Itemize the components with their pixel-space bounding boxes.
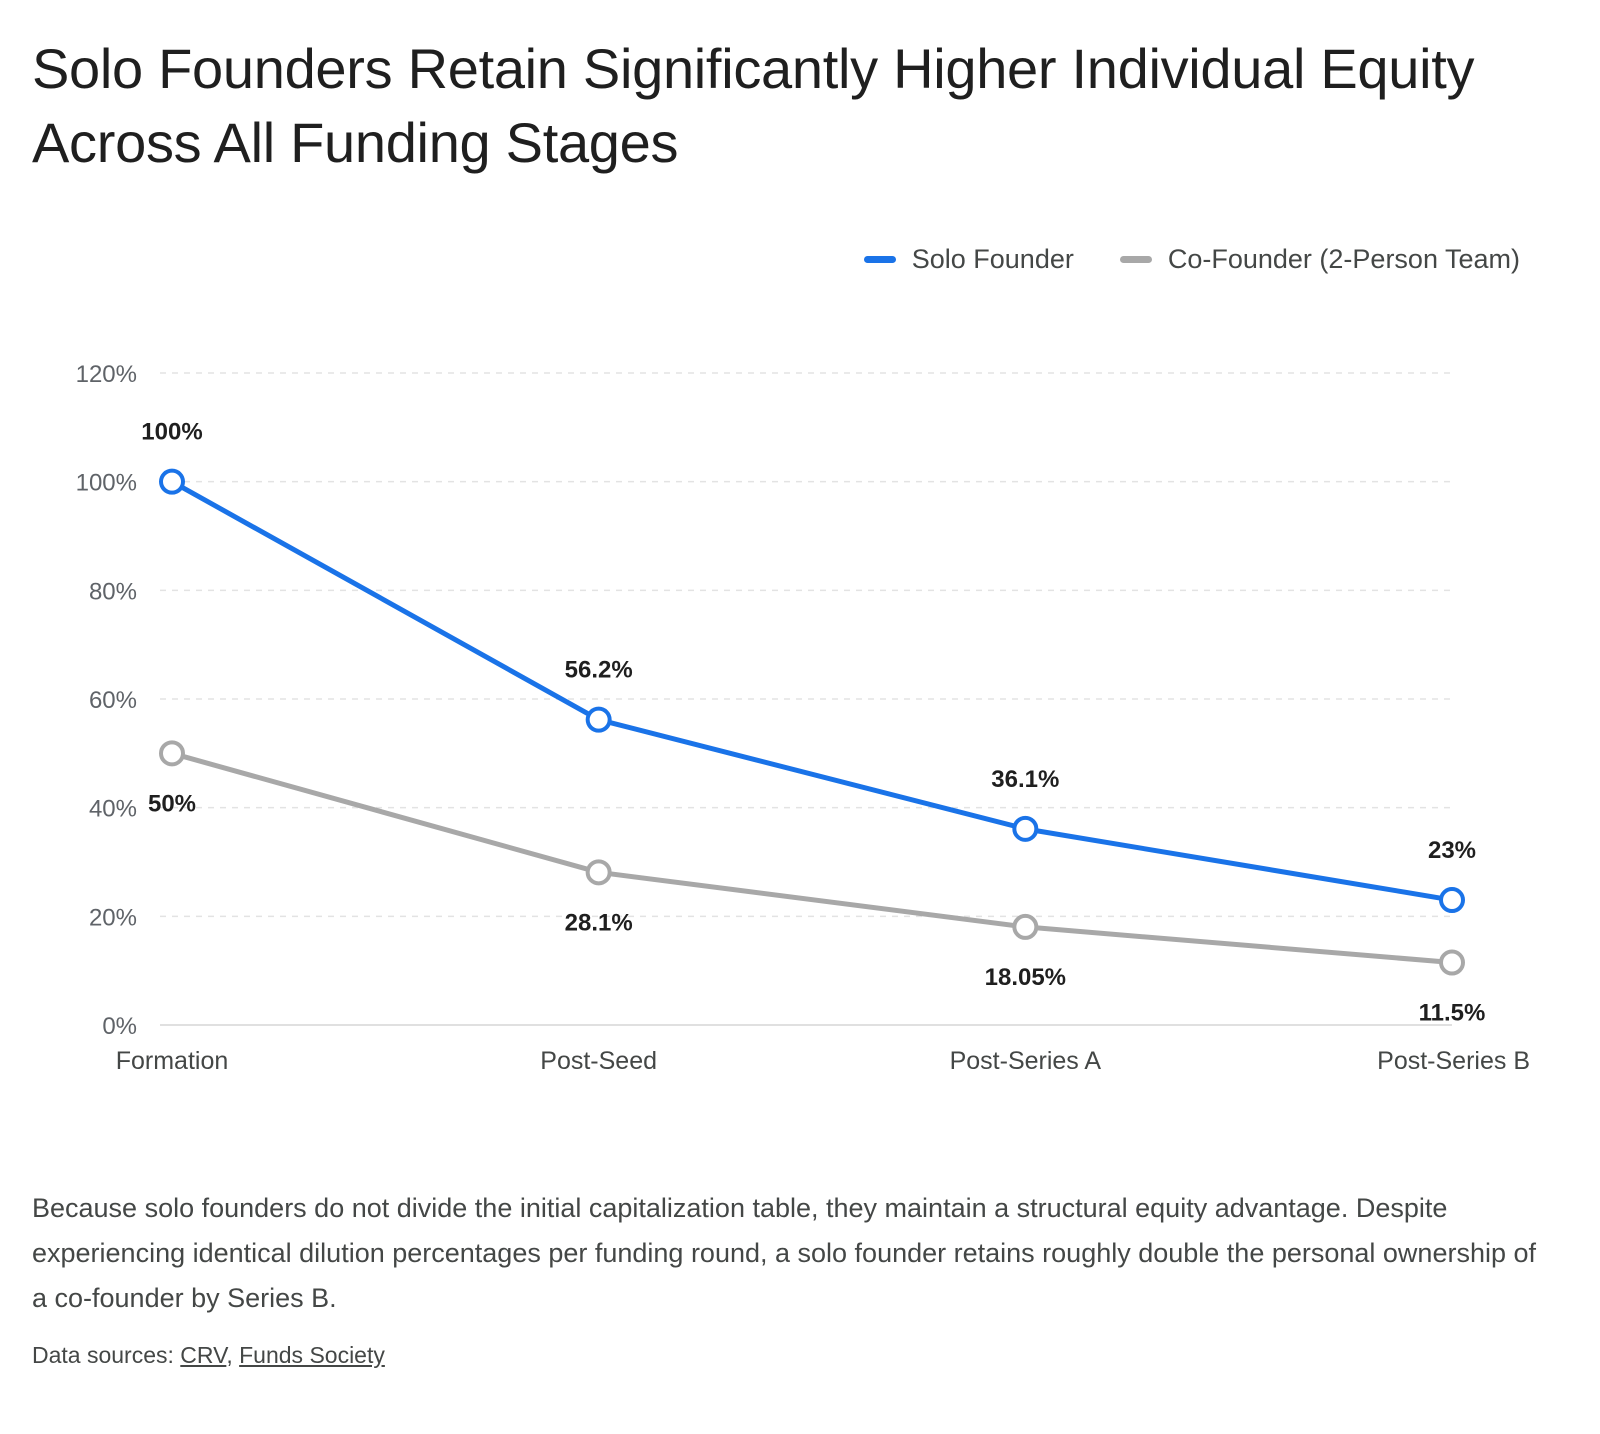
- data-point[interactable]: [1439, 887, 1465, 914]
- data-point[interactable]: [159, 468, 185, 495]
- series-lines: [169, 479, 1455, 966]
- legend-swatch-cofounder: [1119, 256, 1152, 263]
- data-point[interactable]: [1012, 815, 1039, 842]
- x-tick-label: Post-Series A: [950, 1047, 1102, 1075]
- series-line: [169, 479, 1455, 903]
- legend-swatch-solo: [863, 256, 896, 263]
- source-link-crv[interactable]: CRV: [180, 1342, 227, 1368]
- series-points: [159, 468, 1465, 976]
- data-point[interactable]: [585, 706, 612, 733]
- data-label: 11.5%: [1419, 1000, 1486, 1027]
- y-tick-label: 120%: [76, 361, 137, 388]
- grid-layer: [160, 372, 1452, 1026]
- data-label: 18.05%: [985, 964, 1066, 991]
- source-link-funds-society[interactable]: Funds Society: [239, 1342, 385, 1368]
- data-label: 36.1%: [991, 766, 1059, 793]
- chart-title: Solo Founders Retain Significantly Highe…: [32, 37, 1475, 174]
- sources-label: Data sources:: [32, 1342, 174, 1368]
- y-tick-label: 20%: [89, 904, 137, 931]
- legend-item-cofounder[interactable]: Co-Founder (2-Person Team): [1119, 244, 1520, 275]
- data-point[interactable]: [159, 740, 185, 767]
- y-axis-ticks: 0% 20% 40% 60% 80% 100% 120%: [76, 361, 137, 1040]
- data-label: 50%: [148, 790, 196, 817]
- y-tick-label: 60%: [89, 687, 137, 714]
- data-label: 28.1%: [565, 909, 633, 936]
- x-tick-label: Post-Seed: [540, 1047, 657, 1075]
- legend-label-cofounder: Co-Founder (2-Person Team): [1167, 244, 1520, 274]
- y-tick-label: 40%: [89, 796, 137, 823]
- data-labels: 50% 28.1% 18.05% 11.5% 100% 56.2% 36.1% 23%: [141, 419, 1485, 1027]
- legend-label-solo: Solo Founder: [911, 244, 1074, 274]
- data-label: 23%: [1428, 837, 1476, 864]
- data-label: 56.2%: [565, 657, 633, 684]
- sources-separator: ,: [226, 1342, 233, 1368]
- x-tick-label: Formation: [116, 1047, 229, 1075]
- y-tick-label: 0%: [102, 1013, 137, 1040]
- data-label: 100%: [141, 419, 202, 446]
- x-tick-label: Post-Series B: [1377, 1047, 1530, 1075]
- data-point[interactable]: [1012, 913, 1039, 940]
- data-point[interactable]: [585, 859, 612, 886]
- chart-description: Because solo founders do not divide the …: [32, 1193, 1536, 1313]
- chart-legend: Solo Founder Co-Founder (2-Person Team): [818, 244, 1520, 275]
- x-axis-ticks: Formation Post-Seed Post-Series A Post-Seri…: [116, 1047, 1530, 1075]
- data-sources: Data sources: CRV, Funds Society: [32, 1342, 385, 1369]
- y-tick-label: 100%: [76, 470, 137, 497]
- series-line: [169, 750, 1455, 966]
- line-chart: 0% 20% 40% 60% 80% 100% 120% Formation Post-See…: [76, 361, 1530, 1075]
- y-tick-label: 80%: [89, 578, 137, 605]
- legend-item-solo[interactable]: Solo Founder: [863, 244, 1074, 275]
- data-point[interactable]: [1439, 949, 1465, 976]
